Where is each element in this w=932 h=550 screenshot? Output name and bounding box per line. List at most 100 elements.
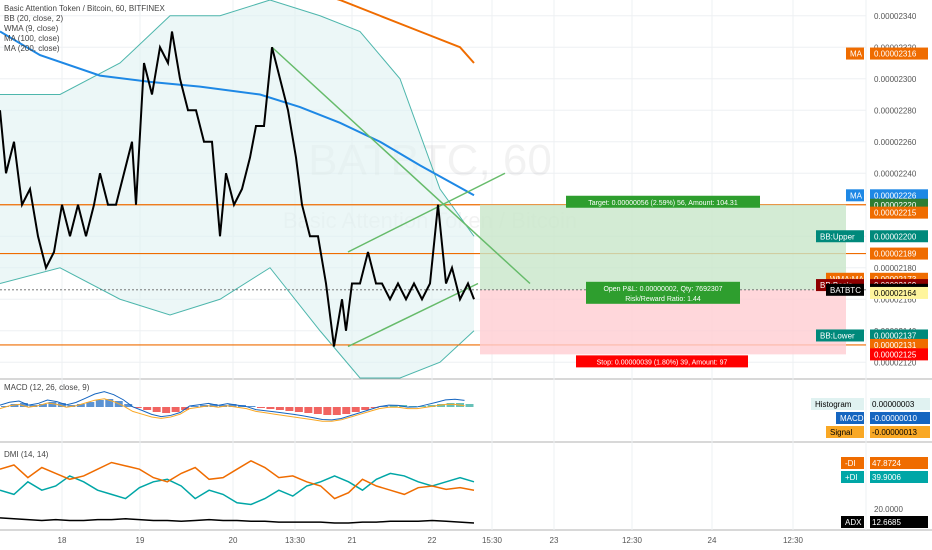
macd-badge-label: MACD xyxy=(840,414,864,423)
macd-histogram-bar xyxy=(48,402,57,407)
minus-di-line xyxy=(0,459,475,500)
macd-histogram-bar xyxy=(133,407,142,408)
price-badge xyxy=(870,206,928,219)
dmi-badge-label-box xyxy=(841,457,864,469)
macd-histogram-bar xyxy=(247,406,256,407)
indicator-wma: WMA (9, close) xyxy=(4,24,59,33)
macd-histogram-bar xyxy=(313,407,322,414)
macd-badge-label: Signal xyxy=(830,428,852,437)
macd-badge xyxy=(870,412,930,424)
price-badge-label: MA xyxy=(850,191,863,200)
macd-badge xyxy=(870,426,930,438)
time-axis[interactable]: 18 19 20 13:30 21 22 15:30 23 12:30 24 12:30 xyxy=(58,536,804,545)
time-tick-label: 15:30 xyxy=(482,536,503,545)
price-badge-label-box xyxy=(846,47,864,60)
stop-label-box xyxy=(576,355,748,368)
price-line xyxy=(0,31,475,347)
price-badge xyxy=(870,230,928,243)
macd-histogram-bar xyxy=(209,404,218,407)
macd-histogram-bar xyxy=(152,407,161,412)
macd-histogram-bar xyxy=(342,407,351,414)
dmi-pane[interactable] xyxy=(0,459,475,524)
ma-100-line xyxy=(0,30,475,197)
price-tick-label: 0.00002120 xyxy=(874,358,917,367)
macd-histogram-bar xyxy=(143,407,152,410)
price-badge xyxy=(870,189,928,202)
price-badge xyxy=(870,348,928,361)
price-badge xyxy=(870,286,928,299)
dmi-tick-label: 20.0000 xyxy=(874,505,903,514)
chart-title: Basic Attention Token / Bitcoin, 60, BIT… xyxy=(4,4,165,13)
main-price-pane[interactable]: BATBTC, 60Basic Attention Token / Bitcoi… xyxy=(0,0,866,379)
target-label-box xyxy=(566,195,760,208)
price-badge-value: 0.00002125 xyxy=(874,350,917,359)
dmi-title: DMI (14, 14) xyxy=(4,450,49,459)
dmi-badge xyxy=(870,471,928,483)
chart-legend-header: Basic Attention Token / Bitcoin, 60, BIT… xyxy=(4,4,165,459)
profit-zone xyxy=(480,204,846,290)
price-badge-value: 0.00002215 xyxy=(874,209,917,218)
price-badge xyxy=(870,329,928,342)
price-badge xyxy=(870,338,928,351)
bollinger-lower-line xyxy=(0,267,475,379)
price-badge-value: 0.00002137 xyxy=(874,331,917,340)
macd-histogram-bar xyxy=(95,400,104,407)
price-tick-label: 0.00002240 xyxy=(874,169,917,178)
price-badge-label: BB:Lower xyxy=(820,331,855,340)
indicator-bb: BB (20, close, 2) xyxy=(4,14,63,23)
time-tick-label: 21 xyxy=(348,536,357,545)
macd-histogram-bar xyxy=(1,406,9,407)
macd-histogram-bar xyxy=(171,407,180,412)
price-axis[interactable]: 0.000023400.000023200.000023000.00002280… xyxy=(811,12,930,528)
macd-title: MACD (12, 26, close, 9) xyxy=(4,383,90,392)
macd-histogram-bar xyxy=(332,407,341,415)
macd-histogram-bar xyxy=(304,407,313,413)
macd-histogram-bar xyxy=(370,407,379,408)
macd-histogram-bar xyxy=(124,404,133,407)
open-pl-label-text: Open P&L: 0.00000002, Qty: 7692307 xyxy=(603,286,722,293)
price-badge-label-box xyxy=(816,230,864,243)
price-badge-value: 0.00002220 xyxy=(874,201,917,210)
macd-histogram-bar xyxy=(361,407,370,410)
dmi-badge-value: 39.9006 xyxy=(872,473,901,482)
macd-badge-label-box xyxy=(836,412,864,424)
indicator-ma200: MA (200, close) xyxy=(4,44,60,53)
macd-histogram-bar xyxy=(228,404,237,407)
macd-histogram-bar xyxy=(380,406,389,407)
price-badge-value: 0.00002131 xyxy=(874,341,917,350)
time-tick-label: 18 xyxy=(58,536,67,545)
open-pl-label-box xyxy=(586,281,740,304)
macd-histogram-bar xyxy=(389,405,398,407)
dmi-badge xyxy=(870,516,928,528)
macd-line xyxy=(0,391,465,421)
macd-histogram-bar xyxy=(19,403,28,407)
stop-label-text: Stop: 0.00000039 (1.80%) 39, Amount: 97 xyxy=(597,359,728,366)
price-badge-label: BB:Upper xyxy=(820,232,855,241)
macd-histogram-bar xyxy=(323,407,332,415)
macd-histogram-bar xyxy=(86,402,95,407)
target-label-text: Target: 0.00000056 (2.59%) 56, Amount: 1… xyxy=(588,200,738,207)
ma-200-line xyxy=(336,0,475,64)
price-badge-label: MA xyxy=(850,50,863,59)
price-tick-label: 0.00002280 xyxy=(874,106,917,115)
price-badge-label-box xyxy=(826,283,864,296)
dmi-badge-label-box xyxy=(841,516,864,528)
macd-histogram-bar xyxy=(294,407,303,412)
dmi-badge xyxy=(870,457,928,469)
price-tick-label: 0.00002180 xyxy=(874,264,917,273)
price-badge-value: 0.00002164 xyxy=(874,289,917,298)
dmi-badge-value: 47.8724 xyxy=(872,459,901,468)
macd-badge-value: 0.00000003 xyxy=(872,400,915,409)
macd-histogram-bar xyxy=(285,407,294,411)
macd-histogram-bar xyxy=(76,404,85,407)
macd-histogram-bar xyxy=(105,399,114,407)
time-tick-label: 23 xyxy=(550,536,559,545)
macd-badge-value: -0.00000010 xyxy=(872,414,917,423)
macd-pane[interactable] xyxy=(0,391,474,422)
macd-badge-value: -0.00000013 xyxy=(872,428,917,437)
price-badge-value: 0.00002226 xyxy=(874,191,917,200)
price-badge-label-box xyxy=(846,189,864,202)
price-badge-value: 0.00002316 xyxy=(874,50,917,59)
price-tick-label: 0.00002340 xyxy=(874,12,917,21)
